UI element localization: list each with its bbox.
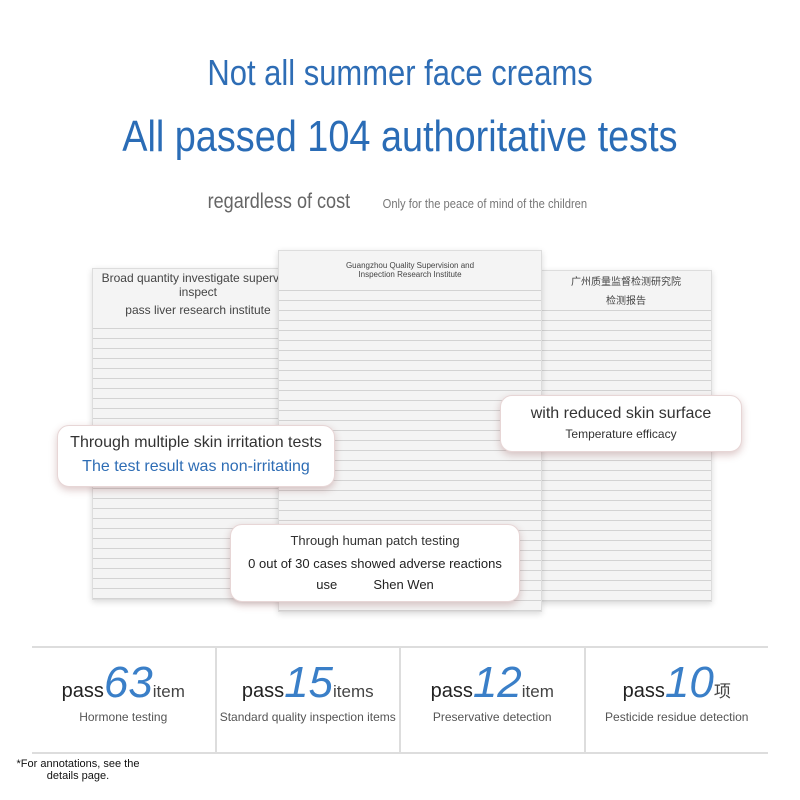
callout-top: with reduced skin surface xyxy=(530,405,712,422)
callout-top: Through multiple skin irritation tests xyxy=(70,434,322,451)
document-subtitle: pass liver research institute xyxy=(93,301,303,319)
stat-prefix: pass xyxy=(241,680,285,702)
callout-bottom: 0 out of 30 cases showed adverse reactio… xyxy=(248,556,502,571)
tagline: regardless of cost Only for the peace of… xyxy=(0,190,800,214)
stat-label: Pesticide residue detection xyxy=(605,710,749,724)
callout-bottom: Temperature efficacy xyxy=(565,427,677,441)
title: Not all summer face creams xyxy=(0,52,800,94)
document-title: Guangzhou Quality Supervision and Inspec… xyxy=(279,251,541,283)
footnote: *For annotations, see the details page. xyxy=(16,758,140,782)
callout: Through multiple skin irritation tests T… xyxy=(57,425,335,487)
subtitle: All passed 104 authoritative tests xyxy=(0,112,800,162)
stat: pass10项 Pesticide residue detection xyxy=(583,648,769,752)
document-title: Broad quantity investigate supervise ins… xyxy=(93,269,303,301)
callout-bottom: The test result was non-irritating xyxy=(82,458,310,475)
stat-number: 15 xyxy=(284,658,334,707)
signer-label: use xyxy=(316,577,338,592)
title-text: Not all summer face creams xyxy=(207,52,593,93)
stat-line: pass10项 xyxy=(586,658,769,708)
signer: Shen Wen xyxy=(373,577,434,592)
stat: pass12item Preservative detection xyxy=(399,648,584,752)
subtitle-text: All passed 104 authoritative tests xyxy=(122,112,678,161)
stat-prefix: pass xyxy=(622,680,665,702)
stat: pass15items Standard quality inspection i… xyxy=(214,648,400,752)
stat-line: pass63item xyxy=(32,658,215,708)
stats-row: pass63item Hormone testing pass15items Stan… xyxy=(32,646,768,754)
stat-number: 63 xyxy=(103,658,153,707)
tagline-sub: Only for the peace of mind of the childr… xyxy=(382,196,588,211)
stat-label: Hormone testing xyxy=(79,710,168,724)
stat-unit: item xyxy=(152,682,185,701)
stat-unit: item xyxy=(521,682,554,701)
callout: with reduced skin surface Temperature ef… xyxy=(500,395,742,452)
callout-top: Through human patch testing xyxy=(290,533,460,548)
stat-label: Preservative detection xyxy=(432,710,552,724)
tagline-main: regardless of cost xyxy=(207,190,351,213)
stat-line: pass12item xyxy=(401,658,584,708)
stat-label: Standard quality inspection items xyxy=(219,710,396,724)
stat-unit: items xyxy=(333,682,374,701)
stat-prefix: pass xyxy=(61,680,104,702)
callout: Through human patch testing 0 out of 30 … xyxy=(230,524,520,602)
stat-prefix: pass xyxy=(430,680,473,702)
stat-number: 12 xyxy=(472,658,522,707)
document-title: 广州质量监督检测研究院 xyxy=(541,271,711,290)
stat: pass63item Hormone testing xyxy=(32,648,215,752)
stat-unit: 项 xyxy=(713,682,731,701)
stat-number: 10 xyxy=(664,658,714,707)
document-subtitle: 检测报告 xyxy=(541,290,711,309)
stat-line: pass15items xyxy=(217,658,400,708)
